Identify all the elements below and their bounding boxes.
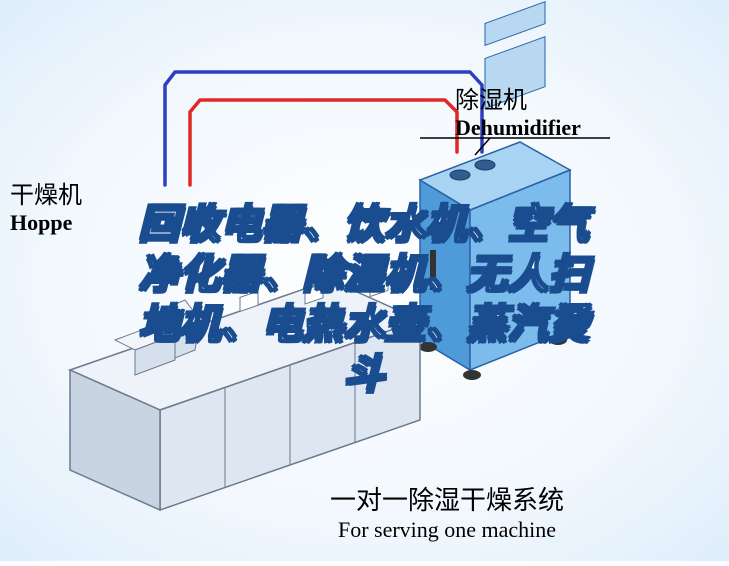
dehumidifier-label: 除湿机 Dehumidifier bbox=[455, 80, 581, 141]
overlay-line-4: 斗 bbox=[55, 350, 675, 400]
diagram-content: 干燥机 Hoppe 除湿机 Dehumidifier 一对一除湿干燥系统 For… bbox=[0, 0, 729, 561]
overlay-line-3: 地机、电热水壶、蒸汽烫 bbox=[55, 300, 675, 350]
system-footer-label: 一对一除湿干燥系统 For serving one machine bbox=[330, 480, 564, 543]
dehumidifier-label-cn: 除湿机 bbox=[455, 80, 581, 115]
overlay-title: 回收电器、饮水机、空气 净化器、除湿机、无人扫 地机、电热水壶、蒸汽烫 斗 bbox=[55, 200, 675, 400]
overlay-line-2: 净化器、除湿机、无人扫 bbox=[55, 250, 675, 300]
footer-label-cn: 一对一除湿干燥系统 bbox=[330, 480, 564, 517]
footer-label-en: For serving one machine bbox=[330, 517, 564, 543]
pipe-red bbox=[190, 100, 457, 185]
overlay-line-1: 回收电器、饮水机、空气 bbox=[55, 200, 675, 250]
pipe-blue bbox=[165, 72, 482, 185]
dehumidifier-label-en: Dehumidifier bbox=[455, 115, 581, 141]
